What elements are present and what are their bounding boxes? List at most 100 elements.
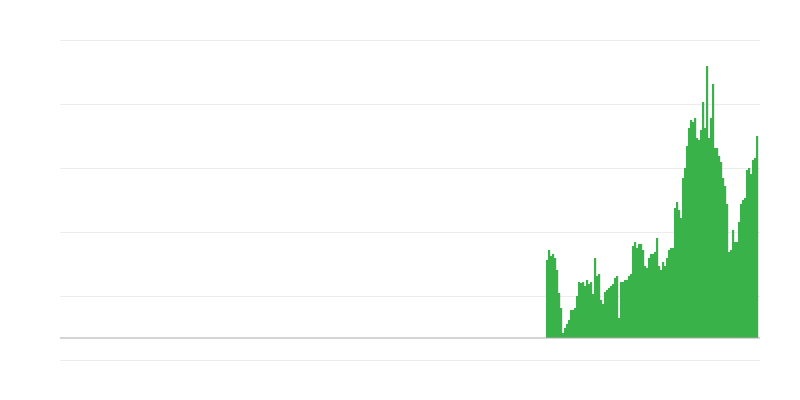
- bar: [624, 280, 627, 338]
- bar: [662, 262, 665, 338]
- bar: [558, 293, 561, 338]
- bar: [718, 156, 721, 338]
- bar: [556, 270, 559, 338]
- bar: [742, 200, 745, 338]
- bar: [610, 286, 613, 338]
- bar: [656, 238, 659, 338]
- bar: [702, 102, 705, 338]
- bar: [706, 66, 709, 338]
- bar: [736, 242, 739, 338]
- bar: [700, 130, 703, 338]
- bar: [754, 158, 757, 338]
- bar: [626, 280, 629, 338]
- bar: [674, 208, 677, 338]
- bar: [570, 310, 573, 338]
- bar: [692, 122, 695, 338]
- bar: [614, 278, 617, 338]
- bar: [566, 324, 569, 338]
- bar: [704, 128, 707, 338]
- bar: [658, 266, 661, 338]
- bar: [618, 318, 621, 338]
- bar: [748, 168, 751, 338]
- bar: [724, 186, 727, 338]
- bar: [584, 286, 587, 338]
- bar: [548, 250, 551, 338]
- bar: [590, 282, 593, 338]
- bar: [722, 178, 725, 338]
- bar: [596, 276, 599, 338]
- bar: [588, 284, 591, 338]
- bar: [580, 283, 583, 338]
- bar: [560, 308, 563, 338]
- bar: [604, 292, 607, 338]
- bar: [616, 276, 619, 338]
- bar: [652, 254, 655, 338]
- bar: [546, 260, 549, 338]
- bar: [632, 246, 635, 338]
- bar: [728, 252, 731, 338]
- bar: [720, 162, 723, 338]
- bar: [670, 248, 673, 338]
- bar: [612, 284, 615, 338]
- bar: [746, 170, 749, 338]
- bar: [654, 252, 657, 338]
- bar: [694, 118, 697, 338]
- bar: [648, 258, 651, 338]
- bar: [646, 268, 649, 338]
- bar: [598, 274, 601, 338]
- bar: [686, 146, 689, 338]
- bar: [572, 310, 575, 338]
- bar: [582, 282, 585, 338]
- bar: [600, 300, 603, 338]
- bar: [682, 178, 685, 338]
- bar: [668, 250, 671, 338]
- bar: [578, 282, 581, 338]
- bar: [552, 254, 555, 338]
- bar: [602, 304, 605, 338]
- bar: [744, 198, 747, 338]
- bar: [750, 174, 753, 338]
- bar: [650, 254, 653, 338]
- bar: [732, 230, 735, 338]
- bar: [690, 120, 693, 338]
- bar: [562, 333, 565, 338]
- bar: [664, 266, 667, 338]
- bar: [680, 218, 683, 338]
- bar: [642, 250, 645, 338]
- bar: [676, 202, 679, 338]
- bar: [550, 256, 553, 338]
- bar: [630, 274, 633, 338]
- bar: [620, 282, 623, 338]
- bar: [640, 244, 643, 338]
- bars: [546, 66, 759, 338]
- bar: [576, 296, 579, 338]
- bar: [698, 140, 701, 338]
- bar: [638, 244, 641, 338]
- bar: [672, 248, 675, 338]
- bar: [592, 294, 595, 338]
- bar: [554, 258, 557, 338]
- grid: [60, 40, 760, 361]
- bar: [734, 242, 737, 338]
- bar: [606, 290, 609, 338]
- bar: [622, 282, 625, 338]
- bar: [714, 148, 717, 338]
- bar: [738, 222, 741, 338]
- bar: [574, 308, 577, 338]
- bar: [716, 148, 719, 338]
- bar: [696, 138, 699, 338]
- bar: [628, 276, 631, 338]
- bar: [666, 258, 669, 338]
- bar: [634, 242, 637, 338]
- bar: [712, 84, 715, 338]
- bar: [678, 210, 681, 338]
- bar: [708, 138, 711, 338]
- bar: [564, 328, 567, 338]
- bar: [660, 270, 663, 338]
- bar: [730, 250, 733, 338]
- bar: [644, 266, 647, 338]
- bar: [594, 258, 597, 338]
- bar: [688, 128, 691, 338]
- bar: [608, 288, 611, 338]
